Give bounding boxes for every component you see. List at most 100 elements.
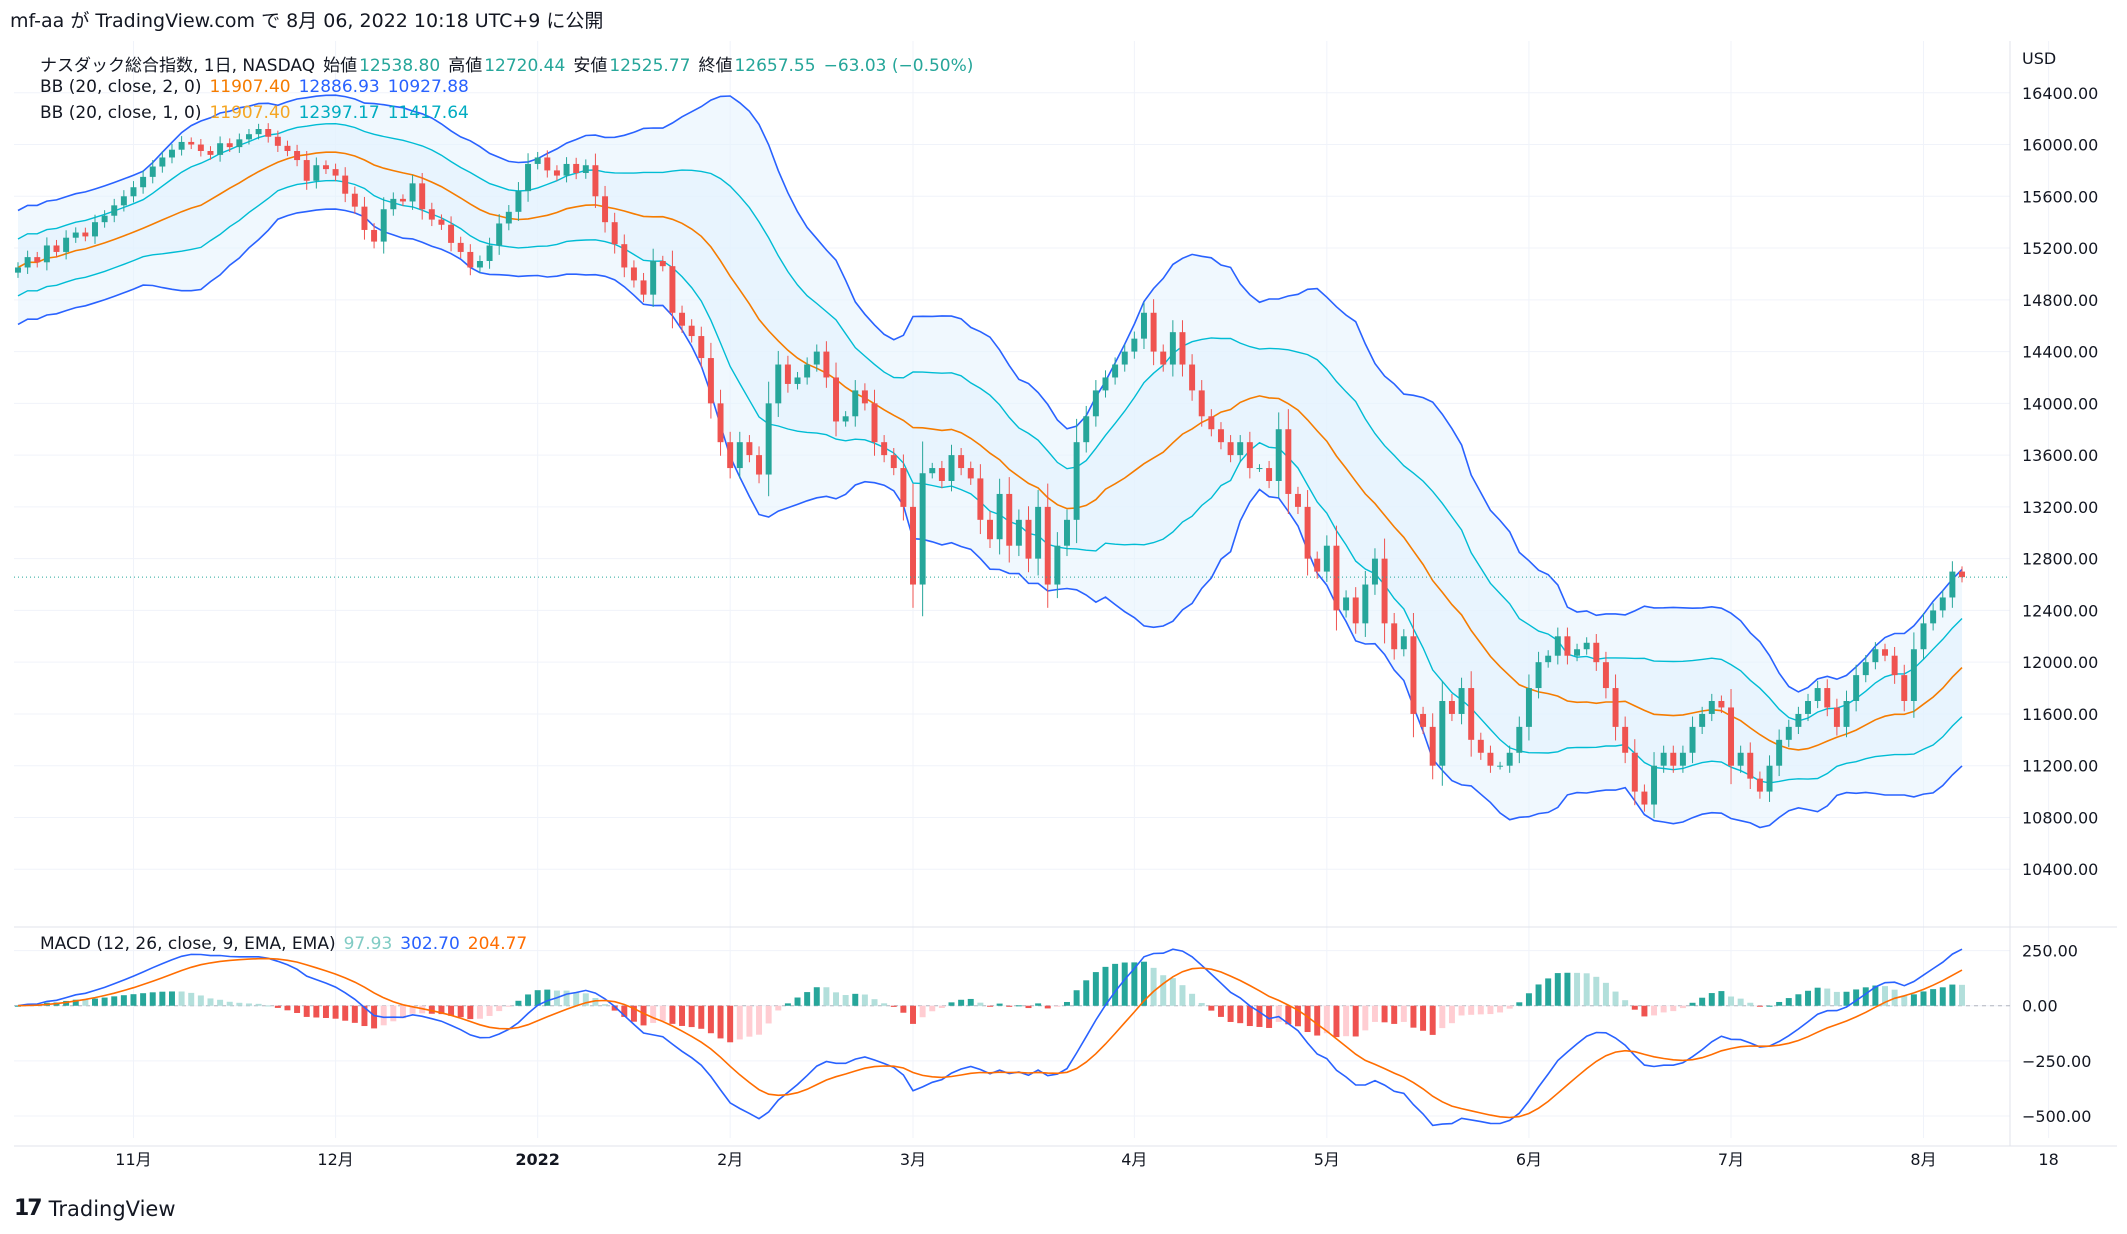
candle-body (15, 267, 21, 273)
macd-hist-bar (938, 1005, 945, 1008)
chart-frame[interactable]: USD 10400.00 10800.00 11200.00 11600.00 12000… (14, 41, 2117, 1185)
candle-body (881, 442, 888, 456)
price-tick-label: 13200.00 (2022, 498, 2098, 517)
candle-body (1371, 558, 1378, 585)
candle-body (322, 165, 329, 170)
macd-hist-bar (82, 999, 89, 1006)
candle (1891, 646, 1898, 684)
macd-hist-bar (842, 995, 849, 1006)
high-value: 12720.44 (484, 56, 566, 76)
candle (120, 190, 127, 212)
macd-hist-bar (833, 992, 840, 1006)
macd-hist-bar (1795, 994, 1802, 1006)
candle (1198, 380, 1205, 427)
candle-body (1140, 312, 1147, 339)
candle (111, 198, 118, 223)
candle (1641, 784, 1648, 812)
candle (1102, 370, 1109, 398)
candle (1728, 689, 1735, 785)
candle-body (544, 157, 551, 171)
candle (861, 383, 868, 411)
candle (938, 460, 945, 489)
candle (707, 342, 714, 419)
candle (1015, 509, 1022, 557)
macd-hist-bar (1718, 991, 1725, 1006)
candle-body (1910, 649, 1917, 701)
bb-basis-line (17, 151, 1963, 751)
macd-hist-bar (967, 998, 974, 1006)
candle-body (573, 163, 580, 173)
macd-tick-label: 250.00 (2022, 942, 2078, 961)
candle-body (120, 196, 127, 206)
candle (582, 159, 589, 179)
candle-body (515, 191, 522, 212)
macd-hist-bar (284, 1005, 291, 1011)
candle (765, 381, 772, 497)
time-tick-label: 6月 (1516, 1150, 1542, 1169)
candle (1535, 651, 1542, 699)
candle (1083, 405, 1090, 453)
candle (1622, 716, 1629, 764)
candle (419, 173, 426, 220)
candle-body (1872, 649, 1879, 663)
candle (515, 182, 522, 221)
candle-body (1054, 545, 1061, 585)
macd-hist-bar (1477, 1005, 1484, 1015)
price-tick-label: 13600.00 (2022, 446, 2098, 465)
candle (255, 123, 262, 140)
macd-label: MACD (12, 26, close, 9, EMA, EMA) (40, 934, 336, 954)
candle-body (303, 160, 310, 181)
bb2-upper: 12886.93 (298, 77, 380, 97)
macd-hist-bar (1352, 1005, 1359, 1037)
candle (1179, 320, 1186, 377)
price-chart[interactable]: USD 10400.00 10800.00 11200.00 11600.00 12000… (14, 41, 2117, 1185)
candle (1910, 632, 1917, 718)
macd-hist-bar (1574, 972, 1581, 1006)
macd-hist-bar (804, 992, 811, 1006)
macd-hist-bar (168, 991, 175, 1006)
macd-hist-bar (457, 1005, 464, 1018)
candle (361, 196, 368, 240)
macd-hist-bar (573, 992, 580, 1006)
macd-hist-bar (640, 1005, 647, 1026)
candle (140, 170, 147, 194)
candle-body (149, 166, 156, 177)
macd-hist-bar (1882, 986, 1888, 1006)
macd-signal-line (17, 957, 1963, 1119)
macd-hist-bar (784, 1003, 791, 1006)
candle (1833, 698, 1840, 736)
macd-hist-bar (881, 1003, 888, 1006)
macd-hist-bar (900, 1005, 907, 1013)
macd-hist-bar (1660, 1005, 1667, 1013)
macd-hist-bar (929, 1005, 936, 1012)
candle (1468, 671, 1475, 757)
macd-hist-bar (1198, 1002, 1205, 1006)
candle-body (1554, 636, 1561, 656)
candle-body (92, 222, 98, 237)
candle-body (929, 468, 936, 474)
macd-hist-bar (245, 1003, 252, 1006)
candle (371, 223, 378, 249)
candle (178, 136, 185, 156)
change-value: −63.03 (−0.50%) (823, 56, 974, 76)
tradingview-brand[interactable]: 17 TradingView (14, 1196, 176, 1221)
candle (544, 150, 551, 178)
candle-body (1670, 752, 1677, 766)
candle-body (1035, 506, 1042, 559)
macd-tick-label: −250.00 (2022, 1052, 2091, 1071)
candle (1343, 590, 1350, 618)
candle-body (1545, 655, 1552, 663)
candle-body (823, 351, 830, 378)
candle (1612, 674, 1619, 741)
candle-body (505, 211, 512, 224)
macd-hist-bar (1285, 1005, 1292, 1025)
candle-body (1285, 429, 1292, 494)
candle (640, 272, 647, 303)
candle (505, 205, 512, 231)
candle (669, 250, 676, 329)
candle-body (101, 215, 108, 223)
candle-body (910, 506, 916, 585)
macd-hist-bar (1333, 1005, 1340, 1038)
macd-hist-bar (1275, 1005, 1282, 1022)
macd-hist-bar (592, 998, 599, 1006)
